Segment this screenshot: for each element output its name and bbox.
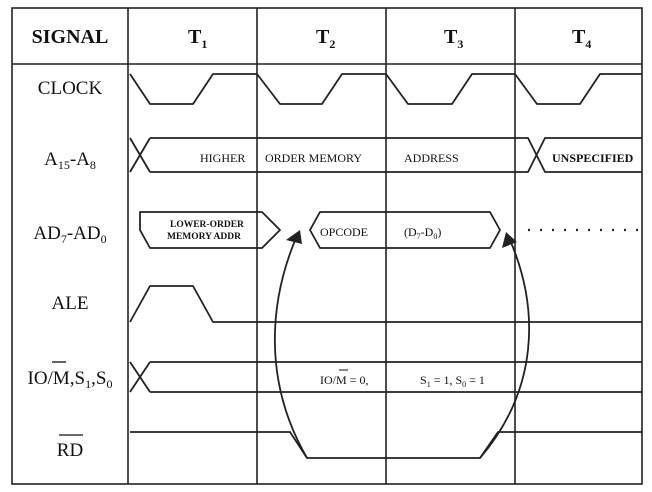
- clock-waveform: [129, 73, 642, 105]
- data-range-label: (D7-D0): [404, 225, 441, 241]
- ad-bus-waveform: LOWER-ORDER MEMORY ADDR OPCODE (D7-D0): [139, 211, 642, 249]
- unspecified-label: UNSPECIFIED: [552, 151, 634, 165]
- label-ale: ALE: [52, 293, 89, 314]
- label-clock: CLOCK: [38, 78, 103, 99]
- header-row: SIGNAL T1 T2 T3 T4: [32, 26, 592, 51]
- iom-status-waveform: IO/M = 0, S1 = 1, S0 = 1: [129, 361, 642, 393]
- label-rd: RD: [57, 440, 83, 461]
- rd-arrows: [273, 230, 530, 459]
- row-labels: CLOCK A15-A8 AD7-AD0 ALE IO/M,S1,S0 RD: [28, 78, 113, 461]
- higher-label: HIGHER: [200, 151, 245, 165]
- header-t3: T3: [444, 26, 463, 51]
- lower-order-line2: MEMORY ADDR: [167, 232, 241, 242]
- status-value-label: S1 = 1, S0 = 1: [420, 373, 485, 389]
- header-t1: T1: [188, 26, 207, 51]
- lower-order-line1: LOWER-ORDER: [170, 220, 244, 230]
- opcode-label: OPCODE: [320, 225, 368, 239]
- label-iom-status: IO/M,S1,S0: [28, 368, 113, 391]
- label-ad-bus: AD7-AD0: [33, 223, 106, 246]
- iom-value-label: IO/M = 0,: [320, 373, 368, 387]
- ale-waveform: [129, 285, 642, 323]
- header-t2: T2: [316, 26, 335, 51]
- arrow-rd-to-ad-t2: [273, 237, 308, 459]
- address-high-waveform: HIGHER ORDER MEMORY ADDRESS UNSPECIFIED: [129, 137, 642, 173]
- address-label: ADDRESS: [404, 151, 459, 165]
- arrowhead-t2: [286, 230, 302, 244]
- rd-waveform: [130, 431, 642, 459]
- arrowhead-t3: [502, 232, 517, 248]
- label-address-high: A15-A8: [44, 149, 96, 172]
- header-t4: T4: [572, 26, 591, 51]
- arrow-rd-to-ad-t3: [479, 239, 530, 459]
- order-memory-label: ORDER MEMORY: [265, 151, 362, 165]
- table-grid: [11, 7, 643, 485]
- header-signal: SIGNAL: [32, 26, 109, 48]
